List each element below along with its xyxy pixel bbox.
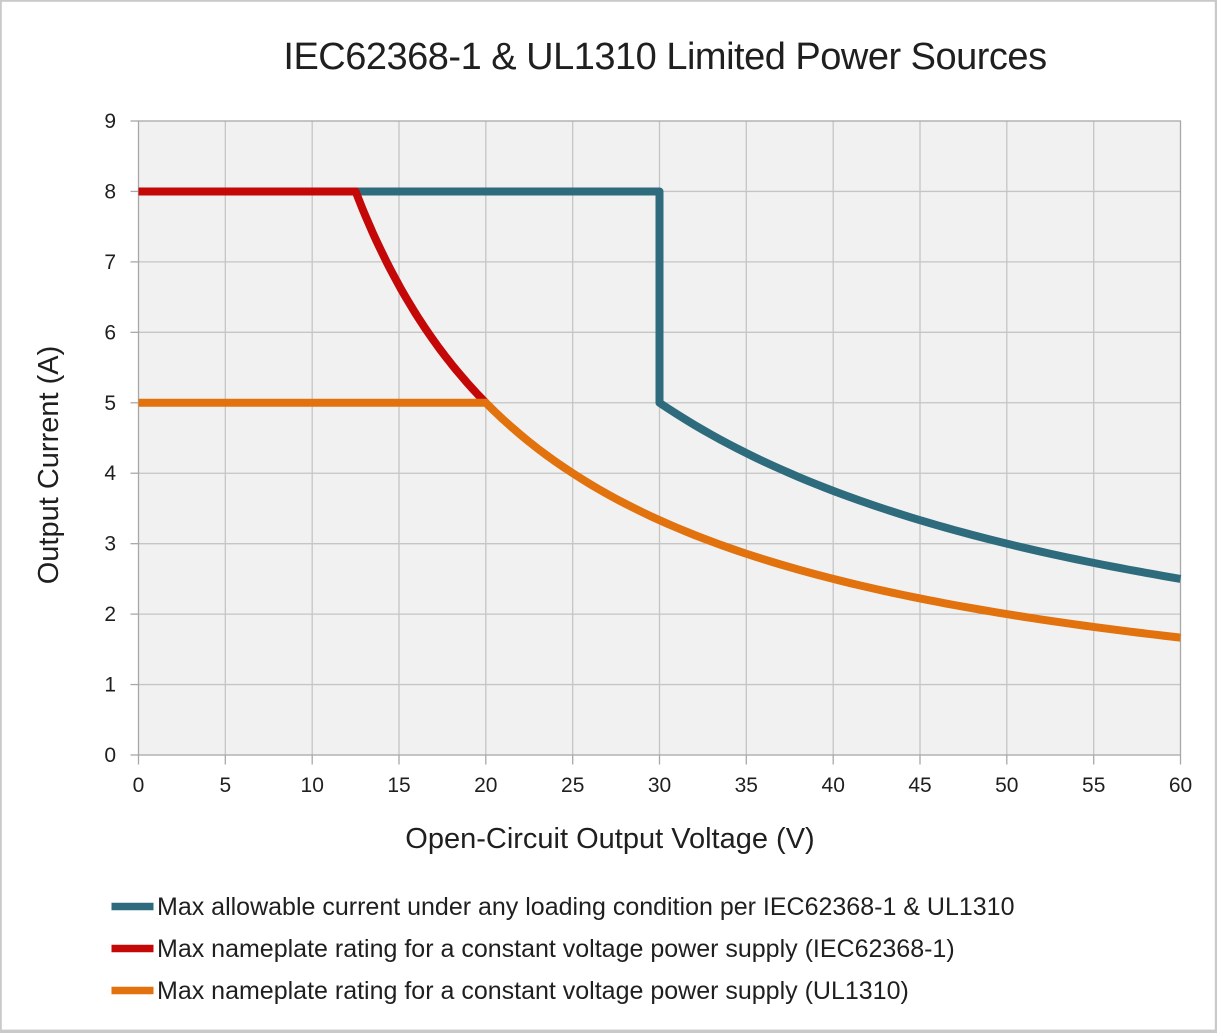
svg-text:3: 3 bbox=[104, 533, 116, 556]
svg-text:50: 50 bbox=[995, 774, 1018, 797]
svg-text:35: 35 bbox=[735, 774, 758, 797]
svg-text:45: 45 bbox=[908, 774, 931, 797]
svg-text:IEC62368-1 & UL1310 Limited Po: IEC62368-1 & UL1310 Limited Power Source… bbox=[283, 36, 1046, 78]
svg-text:20: 20 bbox=[474, 774, 497, 797]
svg-text:15: 15 bbox=[387, 774, 410, 797]
svg-text:40: 40 bbox=[822, 774, 845, 797]
svg-text:30: 30 bbox=[648, 774, 671, 797]
svg-text:Max nameplate rating for a con: Max nameplate rating for a constant volt… bbox=[157, 977, 909, 1005]
svg-text:7: 7 bbox=[104, 251, 116, 274]
svg-text:10: 10 bbox=[301, 774, 324, 797]
svg-text:Open-Circuit Output Voltage (V: Open-Circuit Output Voltage (V) bbox=[405, 823, 814, 855]
svg-text:Max nameplate rating for a con: Max nameplate rating for a constant volt… bbox=[157, 935, 955, 963]
svg-text:9: 9 bbox=[104, 110, 116, 133]
svg-text:1: 1 bbox=[104, 674, 116, 697]
svg-text:Max allowable current under an: Max allowable current under any loading … bbox=[157, 893, 1014, 921]
svg-text:8: 8 bbox=[104, 180, 116, 203]
svg-text:5: 5 bbox=[104, 392, 116, 415]
svg-text:4: 4 bbox=[104, 462, 116, 485]
svg-text:55: 55 bbox=[1082, 774, 1105, 797]
svg-text:60: 60 bbox=[1169, 774, 1192, 797]
svg-text:0: 0 bbox=[133, 774, 145, 797]
svg-text:6: 6 bbox=[104, 321, 116, 344]
svg-text:2: 2 bbox=[104, 603, 116, 626]
svg-text:5: 5 bbox=[219, 774, 231, 797]
svg-text:25: 25 bbox=[561, 774, 584, 797]
svg-text:0: 0 bbox=[104, 744, 116, 767]
svg-text:Output Current (A): Output Current (A) bbox=[33, 346, 65, 585]
